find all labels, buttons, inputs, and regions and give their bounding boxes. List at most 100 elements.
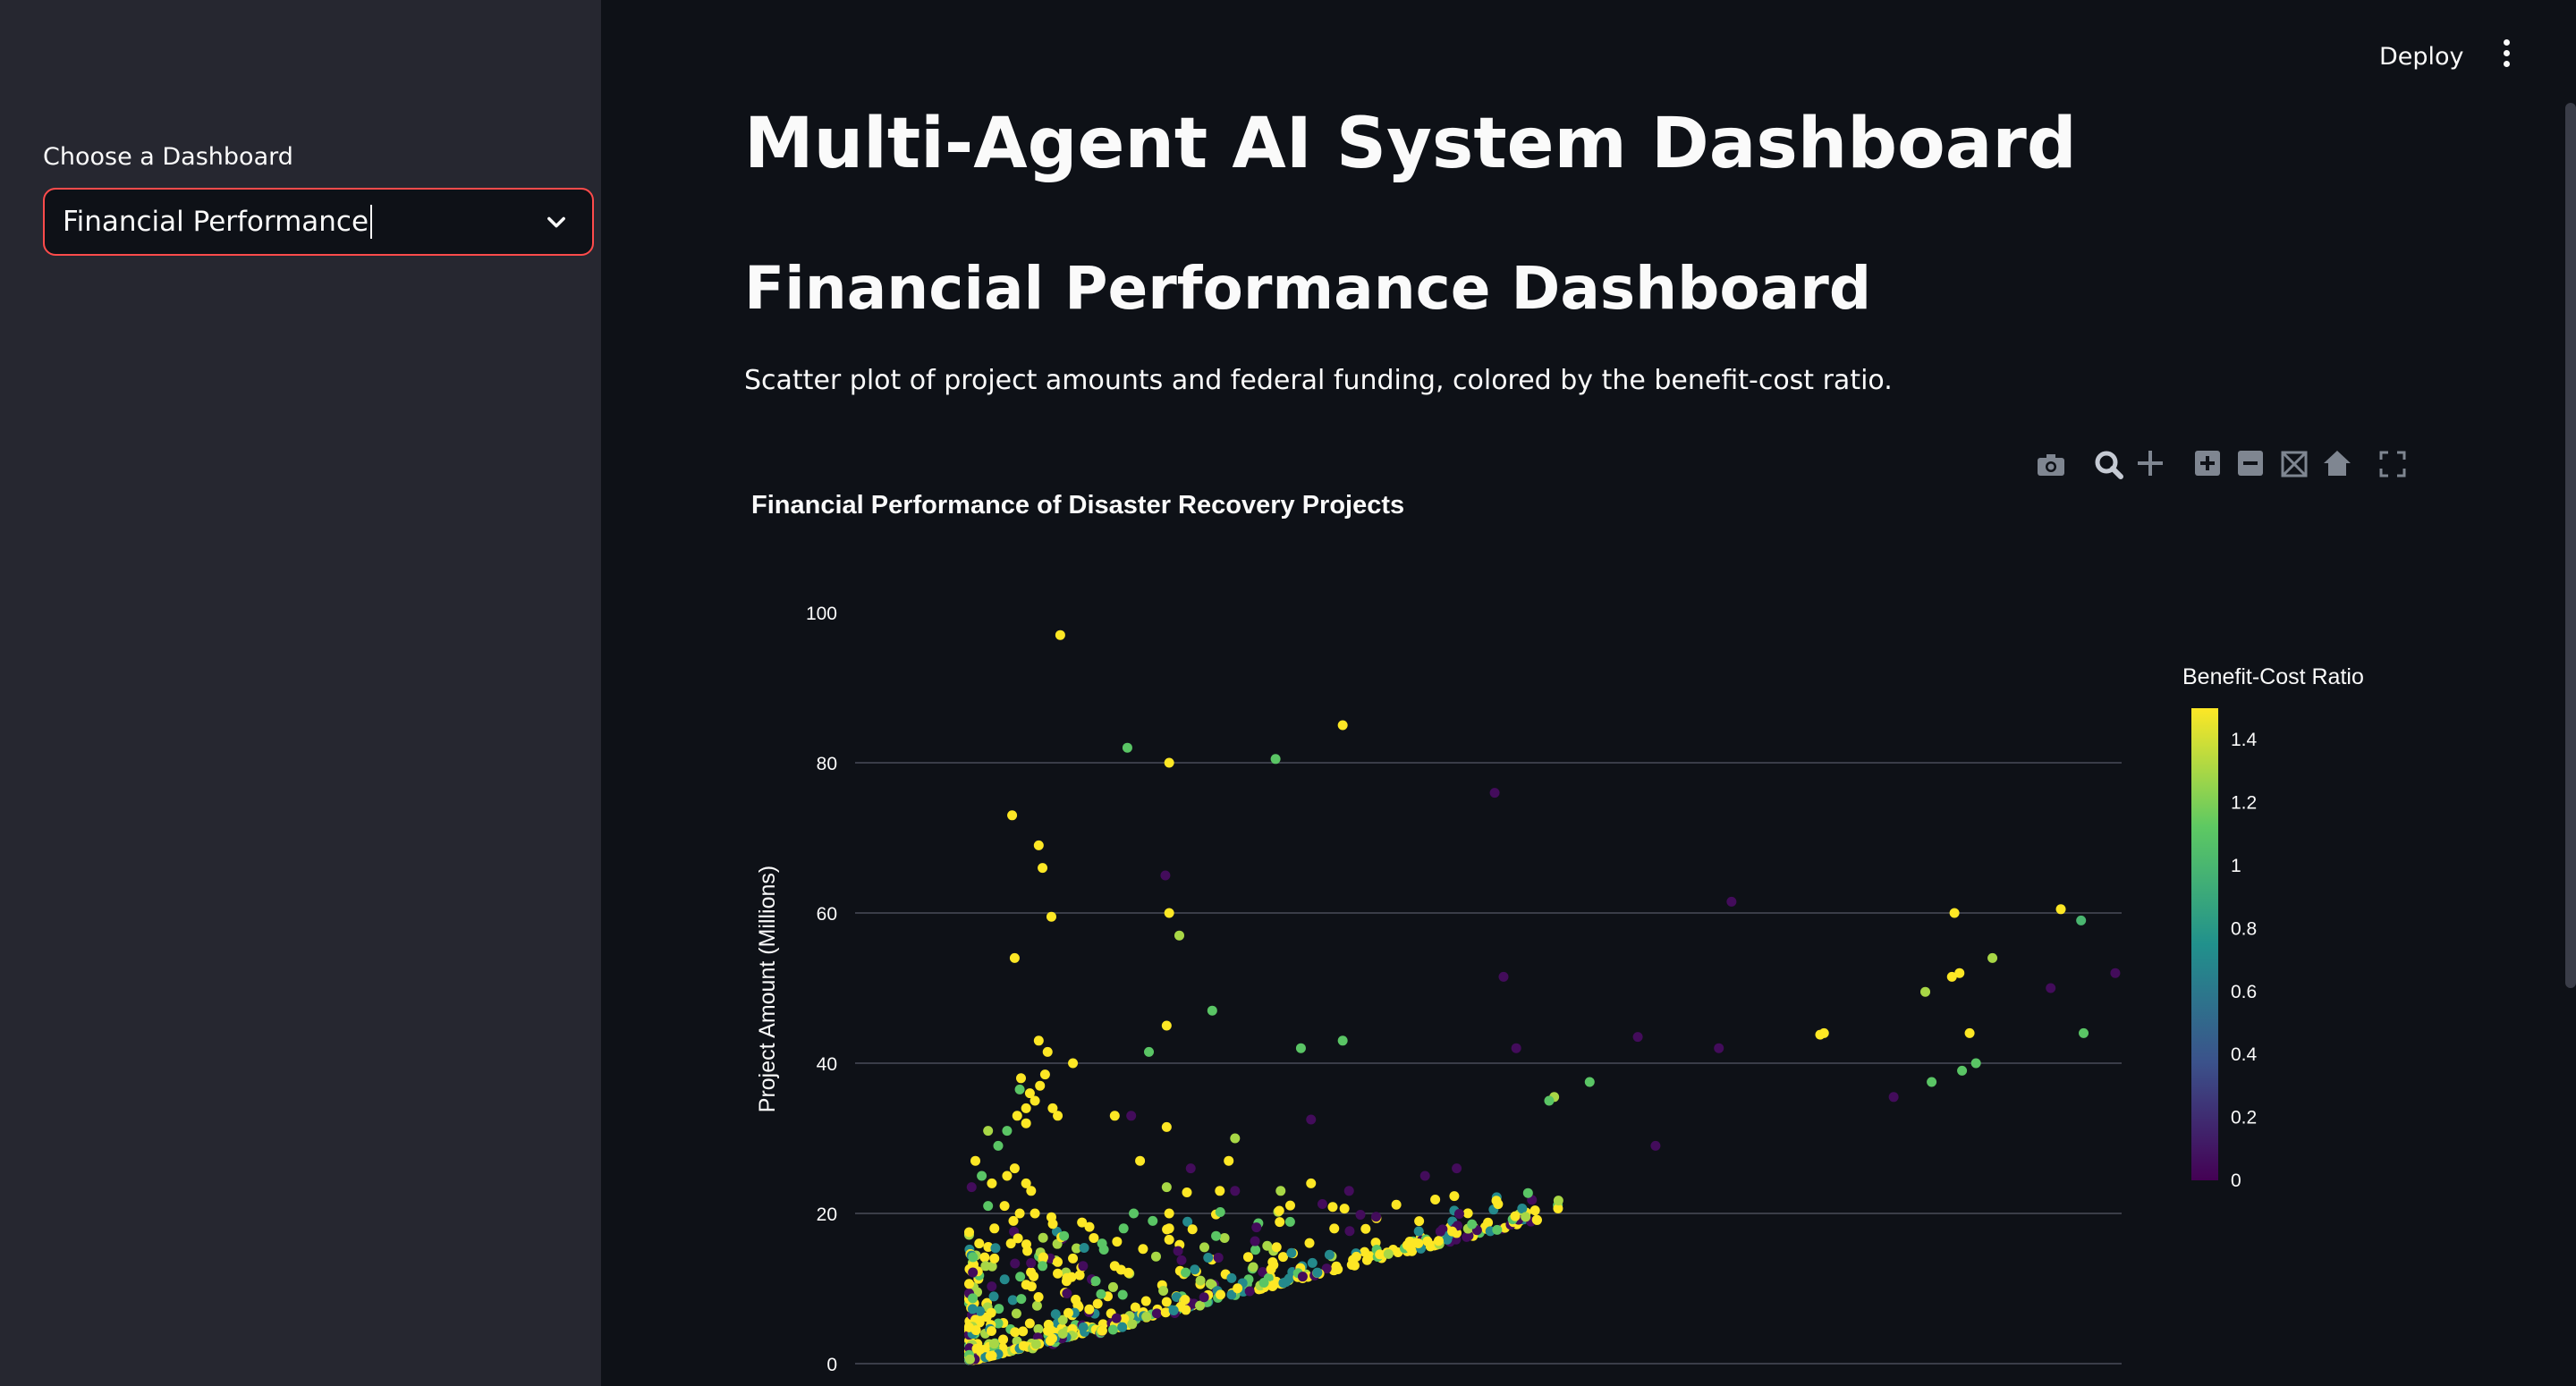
zoom-in-icon[interactable] — [2195, 451, 2220, 476]
scatter-point[interactable] — [987, 1350, 997, 1361]
scatter-point[interactable] — [967, 1304, 978, 1314]
scatter-point[interactable] — [1079, 1243, 1089, 1254]
scatter-point[interactable] — [1151, 1308, 1162, 1319]
scatter-point[interactable] — [1016, 1294, 1027, 1305]
scatter-point[interactable] — [1650, 1140, 1661, 1151]
scatter-chart[interactable]: Financial Performance of Disaster Recove… — [744, 483, 2551, 1386]
zoom-icon[interactable] — [2095, 451, 2123, 479]
scatter-point[interactable] — [1199, 1242, 1210, 1253]
scatter-point[interactable] — [1327, 1202, 1338, 1213]
scatter-point[interactable] — [1024, 1088, 1035, 1099]
scatter-point[interactable] — [1129, 1208, 1140, 1219]
scatter-point[interactable] — [1123, 1267, 1134, 1278]
scatter-point[interactable] — [1092, 1298, 1103, 1309]
scatter-point[interactable] — [2046, 983, 2056, 993]
scatter-point[interactable] — [1118, 1223, 1129, 1234]
scatter-point[interactable] — [1109, 1261, 1120, 1272]
scatter-point[interactable] — [1498, 971, 1509, 982]
scatter-point[interactable] — [1053, 1111, 1063, 1121]
scatter-point[interactable] — [1964, 1027, 1975, 1038]
scatter-point[interactable] — [1714, 1043, 1724, 1053]
scatter-point[interactable] — [1021, 1118, 1031, 1128]
scatter-point[interactable] — [1164, 1208, 1174, 1219]
scatter-point[interactable] — [1018, 1340, 1029, 1351]
scatter-point[interactable] — [968, 1293, 979, 1304]
scatter-point[interactable] — [1046, 911, 1056, 922]
scatter-point[interactable] — [1467, 1219, 1478, 1230]
scatter-point[interactable] — [1267, 1256, 1278, 1267]
scatter-point[interactable] — [1324, 1249, 1335, 1260]
scatter-point[interactable] — [1013, 1233, 1023, 1244]
scatter-point[interactable] — [1435, 1226, 1445, 1237]
scatter-point[interactable] — [1230, 1133, 1241, 1144]
scatter-point[interactable] — [2110, 968, 2121, 978]
scatter-point[interactable] — [1038, 1252, 1049, 1263]
scatter-point[interactable] — [2079, 1027, 2089, 1038]
scatter-point[interactable] — [1463, 1230, 1474, 1241]
scatter-point[interactable] — [1158, 1285, 1169, 1296]
scatter-point[interactable] — [1553, 1203, 1563, 1213]
scatter-point[interactable] — [1144, 1046, 1155, 1057]
scatter-point[interactable] — [1199, 1292, 1209, 1303]
scatter-point[interactable] — [1015, 1073, 1026, 1084]
scatter-point[interactable] — [1447, 1226, 1458, 1237]
scatter-point[interactable] — [1176, 1255, 1187, 1265]
scatter-point[interactable] — [1022, 1246, 1033, 1256]
scatter-point[interactable] — [1278, 1252, 1289, 1263]
scatter-point[interactable] — [1433, 1236, 1444, 1247]
scatter-point[interactable] — [1014, 1208, 1025, 1219]
scatter-point[interactable] — [1107, 1324, 1118, 1335]
scatter-point[interactable] — [1216, 1289, 1226, 1300]
scatter-point[interactable] — [1046, 1212, 1056, 1222]
scatter-point[interactable] — [1430, 1194, 1441, 1204]
scatter-point[interactable] — [1068, 1253, 1079, 1263]
scatter-point[interactable] — [1489, 788, 1500, 799]
scatter-point[interactable] — [1117, 1322, 1128, 1332]
scatter-point[interactable] — [1035, 1080, 1046, 1091]
scatter-point[interactable] — [1071, 1243, 1081, 1254]
scatter-point[interactable] — [1954, 968, 1965, 978]
scatter-point[interactable] — [1033, 840, 1044, 850]
scatter-point[interactable] — [1531, 1214, 1542, 1225]
scatter-point[interactable] — [1012, 1111, 1022, 1121]
scatter-point[interactable] — [1343, 1186, 1354, 1196]
scatter-point[interactable] — [1161, 1297, 1172, 1307]
scatter-point[interactable] — [1074, 1270, 1085, 1280]
scatter-point[interactable] — [1038, 1232, 1048, 1243]
scatter-point[interactable] — [1632, 1032, 1643, 1043]
scrollbar[interactable] — [2565, 103, 2576, 988]
scatter-point[interactable] — [1150, 1251, 1161, 1262]
scatter-point[interactable] — [989, 1253, 1000, 1263]
scatter-point[interactable] — [1160, 870, 1171, 881]
scatter-point[interactable] — [1182, 1187, 1192, 1197]
scatter-point[interactable] — [1815, 1029, 1826, 1040]
scatter-point[interactable] — [1187, 1224, 1198, 1235]
scatter-point[interactable] — [1007, 810, 1018, 821]
scatter-point[interactable] — [1084, 1221, 1095, 1232]
scatter-point[interactable] — [1312, 1267, 1323, 1278]
scatter-point[interactable] — [986, 1325, 996, 1336]
scatter-point[interactable] — [1250, 1236, 1260, 1247]
scatter-point[interactable] — [968, 1252, 979, 1263]
scatter-point[interactable] — [1010, 1327, 1021, 1338]
scatter-point[interactable] — [1726, 896, 1737, 907]
scatter-point[interactable] — [1002, 1126, 1013, 1137]
scatter-point[interactable] — [1250, 1245, 1261, 1255]
scatter-point[interactable] — [1553, 1196, 1563, 1206]
scatter-point[interactable] — [1275, 1217, 1285, 1228]
scatter-point[interactable] — [1061, 1276, 1072, 1287]
autoscale-icon[interactable] — [2281, 451, 2308, 477]
scatter-point[interactable] — [1011, 1308, 1021, 1319]
scatter-point[interactable] — [1030, 1208, 1040, 1219]
scatter-point[interactable] — [1360, 1223, 1371, 1234]
scatter-point[interactable] — [1224, 1155, 1234, 1166]
scatter-point[interactable] — [1957, 1065, 1968, 1076]
scatter-point[interactable] — [1453, 1209, 1464, 1220]
scatter-point[interactable] — [1053, 1268, 1063, 1279]
scatter-point[interactable] — [1038, 863, 1048, 874]
scatter-point[interactable] — [1057, 1314, 1068, 1325]
scatter-point[interactable] — [1161, 1182, 1172, 1193]
scatter-point[interactable] — [1987, 952, 1998, 963]
fullscreen-icon[interactable] — [2379, 451, 2406, 477]
scatter-point[interactable] — [1233, 1283, 1243, 1294]
